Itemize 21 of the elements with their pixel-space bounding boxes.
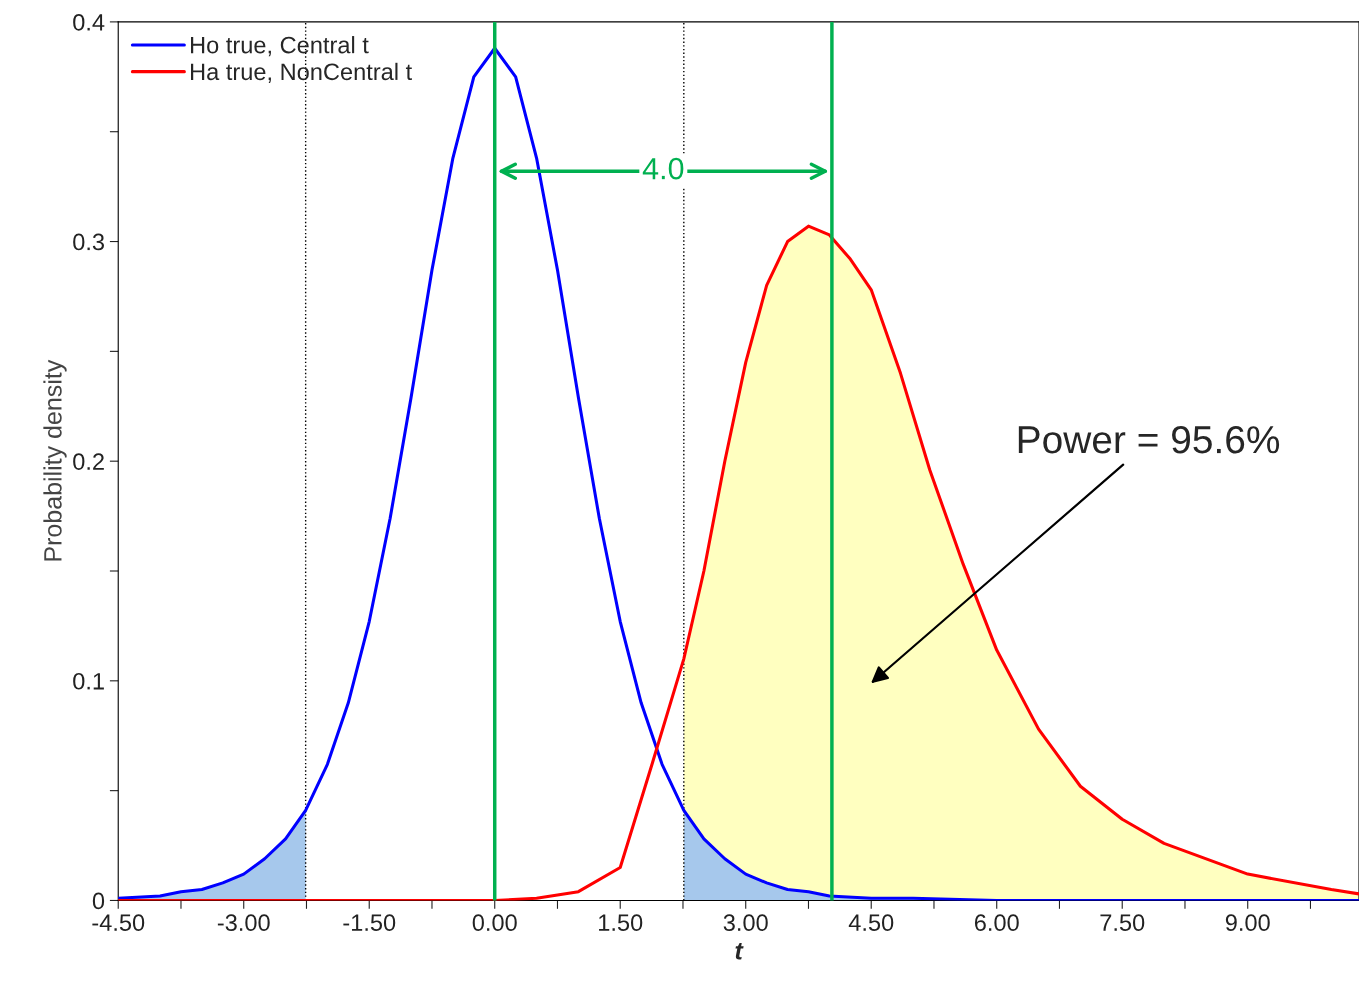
y-axis-title: Probability density bbox=[43, 359, 67, 561]
x-tick-label: 7.50 bbox=[1100, 914, 1145, 932]
y-tick-label: 0.3 bbox=[73, 233, 104, 251]
x-tick-label: 1.50 bbox=[599, 914, 643, 932]
x-tick-label: 4.50 bbox=[848, 914, 894, 932]
x-tick-label: 0.00 bbox=[472, 914, 517, 932]
x-tick-label: -3.00 bbox=[217, 914, 270, 932]
y-tick-label: 0.2 bbox=[73, 453, 104, 470]
x-tick-label: -1.50 bbox=[343, 914, 396, 932]
x-tick-label: -4.50 bbox=[92, 914, 145, 932]
y-tick-label: 0.1 bbox=[73, 672, 104, 690]
annotation: Power = 95.6% bbox=[1018, 425, 1280, 454]
x-tick-label: 3.00 bbox=[723, 914, 768, 932]
x-tick-label: 9.00 bbox=[1225, 914, 1270, 932]
x-tick-label: 6.00 bbox=[974, 914, 1019, 932]
y-tick-label: 0 bbox=[92, 892, 105, 910]
annotation: 4.0 bbox=[642, 157, 684, 180]
x-axis-title: t bbox=[735, 943, 744, 960]
legend-label: Ha true, NonCentral t bbox=[191, 62, 412, 83]
y-tick-label: 0.4 bbox=[73, 13, 105, 31]
legend-label: Ho true, Central t bbox=[191, 36, 369, 57]
